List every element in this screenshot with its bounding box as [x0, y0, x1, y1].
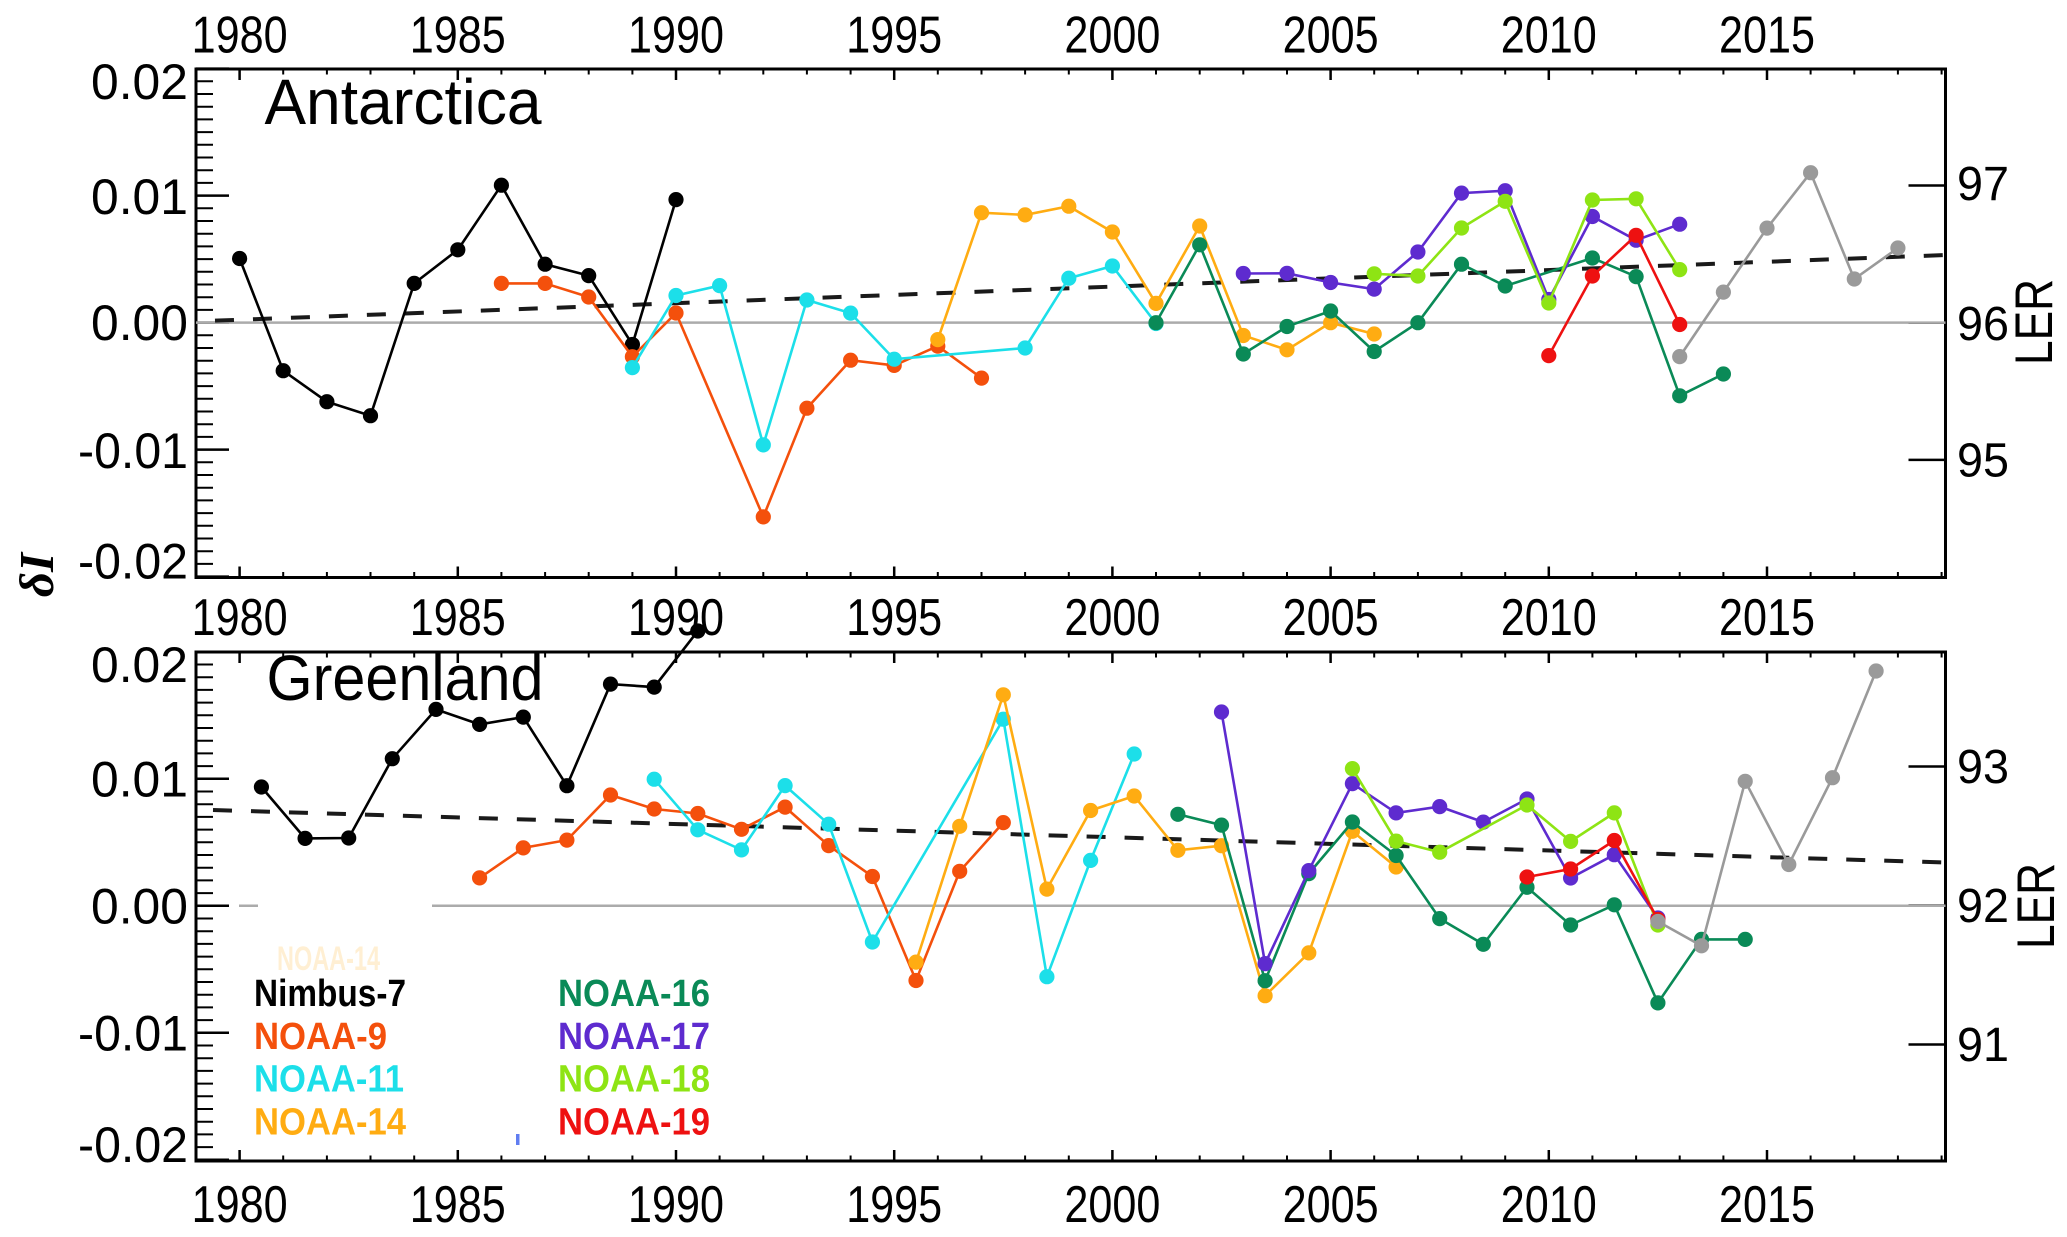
svg-text:2015: 2015 [1719, 7, 1815, 65]
svg-text:0.02: 0.02 [91, 637, 188, 693]
svg-text:95: 95 [1957, 435, 2009, 488]
svg-text:93: 93 [1957, 741, 2009, 794]
svg-text:1985: 1985 [410, 589, 506, 647]
svg-text:0.01: 0.01 [91, 751, 188, 807]
svg-text:1995: 1995 [846, 589, 942, 647]
svg-text:LER: LER [2005, 279, 2064, 365]
svg-text:NOAA-11: NOAA-11 [254, 1059, 404, 1101]
svg-text:δI: δI [9, 551, 64, 597]
svg-text:0.01: 0.01 [91, 169, 188, 225]
svg-text:2005: 2005 [1283, 589, 1379, 647]
svg-text:2010: 2010 [1501, 1176, 1597, 1234]
svg-text:1995: 1995 [846, 1176, 942, 1234]
svg-text:2010: 2010 [1501, 589, 1597, 647]
svg-text:NOAA-14: NOAA-14 [254, 1102, 406, 1144]
svg-text:2010: 2010 [1501, 7, 1597, 65]
svg-text:NOAA-9: NOAA-9 [254, 1016, 387, 1058]
svg-text:0.00: 0.00 [91, 878, 188, 934]
svg-text:-0.01: -0.01 [78, 1006, 188, 1062]
svg-text:1995: 1995 [846, 7, 942, 65]
svg-text:Nimbus-7: Nimbus-7 [254, 973, 406, 1015]
svg-text:2000: 2000 [1064, 589, 1160, 647]
svg-text:NOAA-17: NOAA-17 [558, 1016, 710, 1058]
svg-text:92: 92 [1957, 880, 2009, 933]
svg-text:2000: 2000 [1064, 1176, 1160, 1234]
svg-text:2015: 2015 [1719, 1176, 1815, 1234]
svg-text:91: 91 [1957, 1019, 2009, 1072]
svg-text:Antarctica: Antarctica [265, 66, 542, 138]
svg-text:1980: 1980 [192, 589, 288, 647]
svg-text:NOAA-19: NOAA-19 [558, 1102, 710, 1144]
svg-text:2015: 2015 [1719, 589, 1815, 647]
svg-text:1980: 1980 [192, 7, 288, 65]
svg-text:1990: 1990 [628, 7, 724, 65]
svg-text:1985: 1985 [410, 7, 506, 65]
svg-text:-0.01: -0.01 [78, 423, 188, 479]
svg-text:2000: 2000 [1064, 7, 1160, 65]
svg-text:2005: 2005 [1283, 7, 1379, 65]
svg-text:1990: 1990 [628, 1176, 724, 1234]
svg-text:-0.02: -0.02 [78, 534, 188, 590]
svg-text:1980: 1980 [192, 1176, 288, 1234]
svg-text:NOAA-18: NOAA-18 [558, 1059, 710, 1101]
svg-text:NOAA-14: NOAA-14 [277, 940, 380, 978]
svg-text:NOAA-16: NOAA-16 [558, 973, 710, 1015]
svg-text:Greenland: Greenland [267, 642, 544, 714]
svg-text:LER: LER [2007, 863, 2066, 949]
svg-text:97: 97 [1957, 158, 2009, 211]
svg-text:0.02: 0.02 [91, 54, 188, 110]
svg-text:2005: 2005 [1283, 1176, 1379, 1234]
svg-text:1985: 1985 [410, 1176, 506, 1234]
svg-text:-0.02: -0.02 [78, 1117, 188, 1173]
svg-text:0.00: 0.00 [91, 295, 188, 351]
svg-text:96: 96 [1957, 298, 2009, 351]
svg-text:1990: 1990 [628, 589, 724, 647]
